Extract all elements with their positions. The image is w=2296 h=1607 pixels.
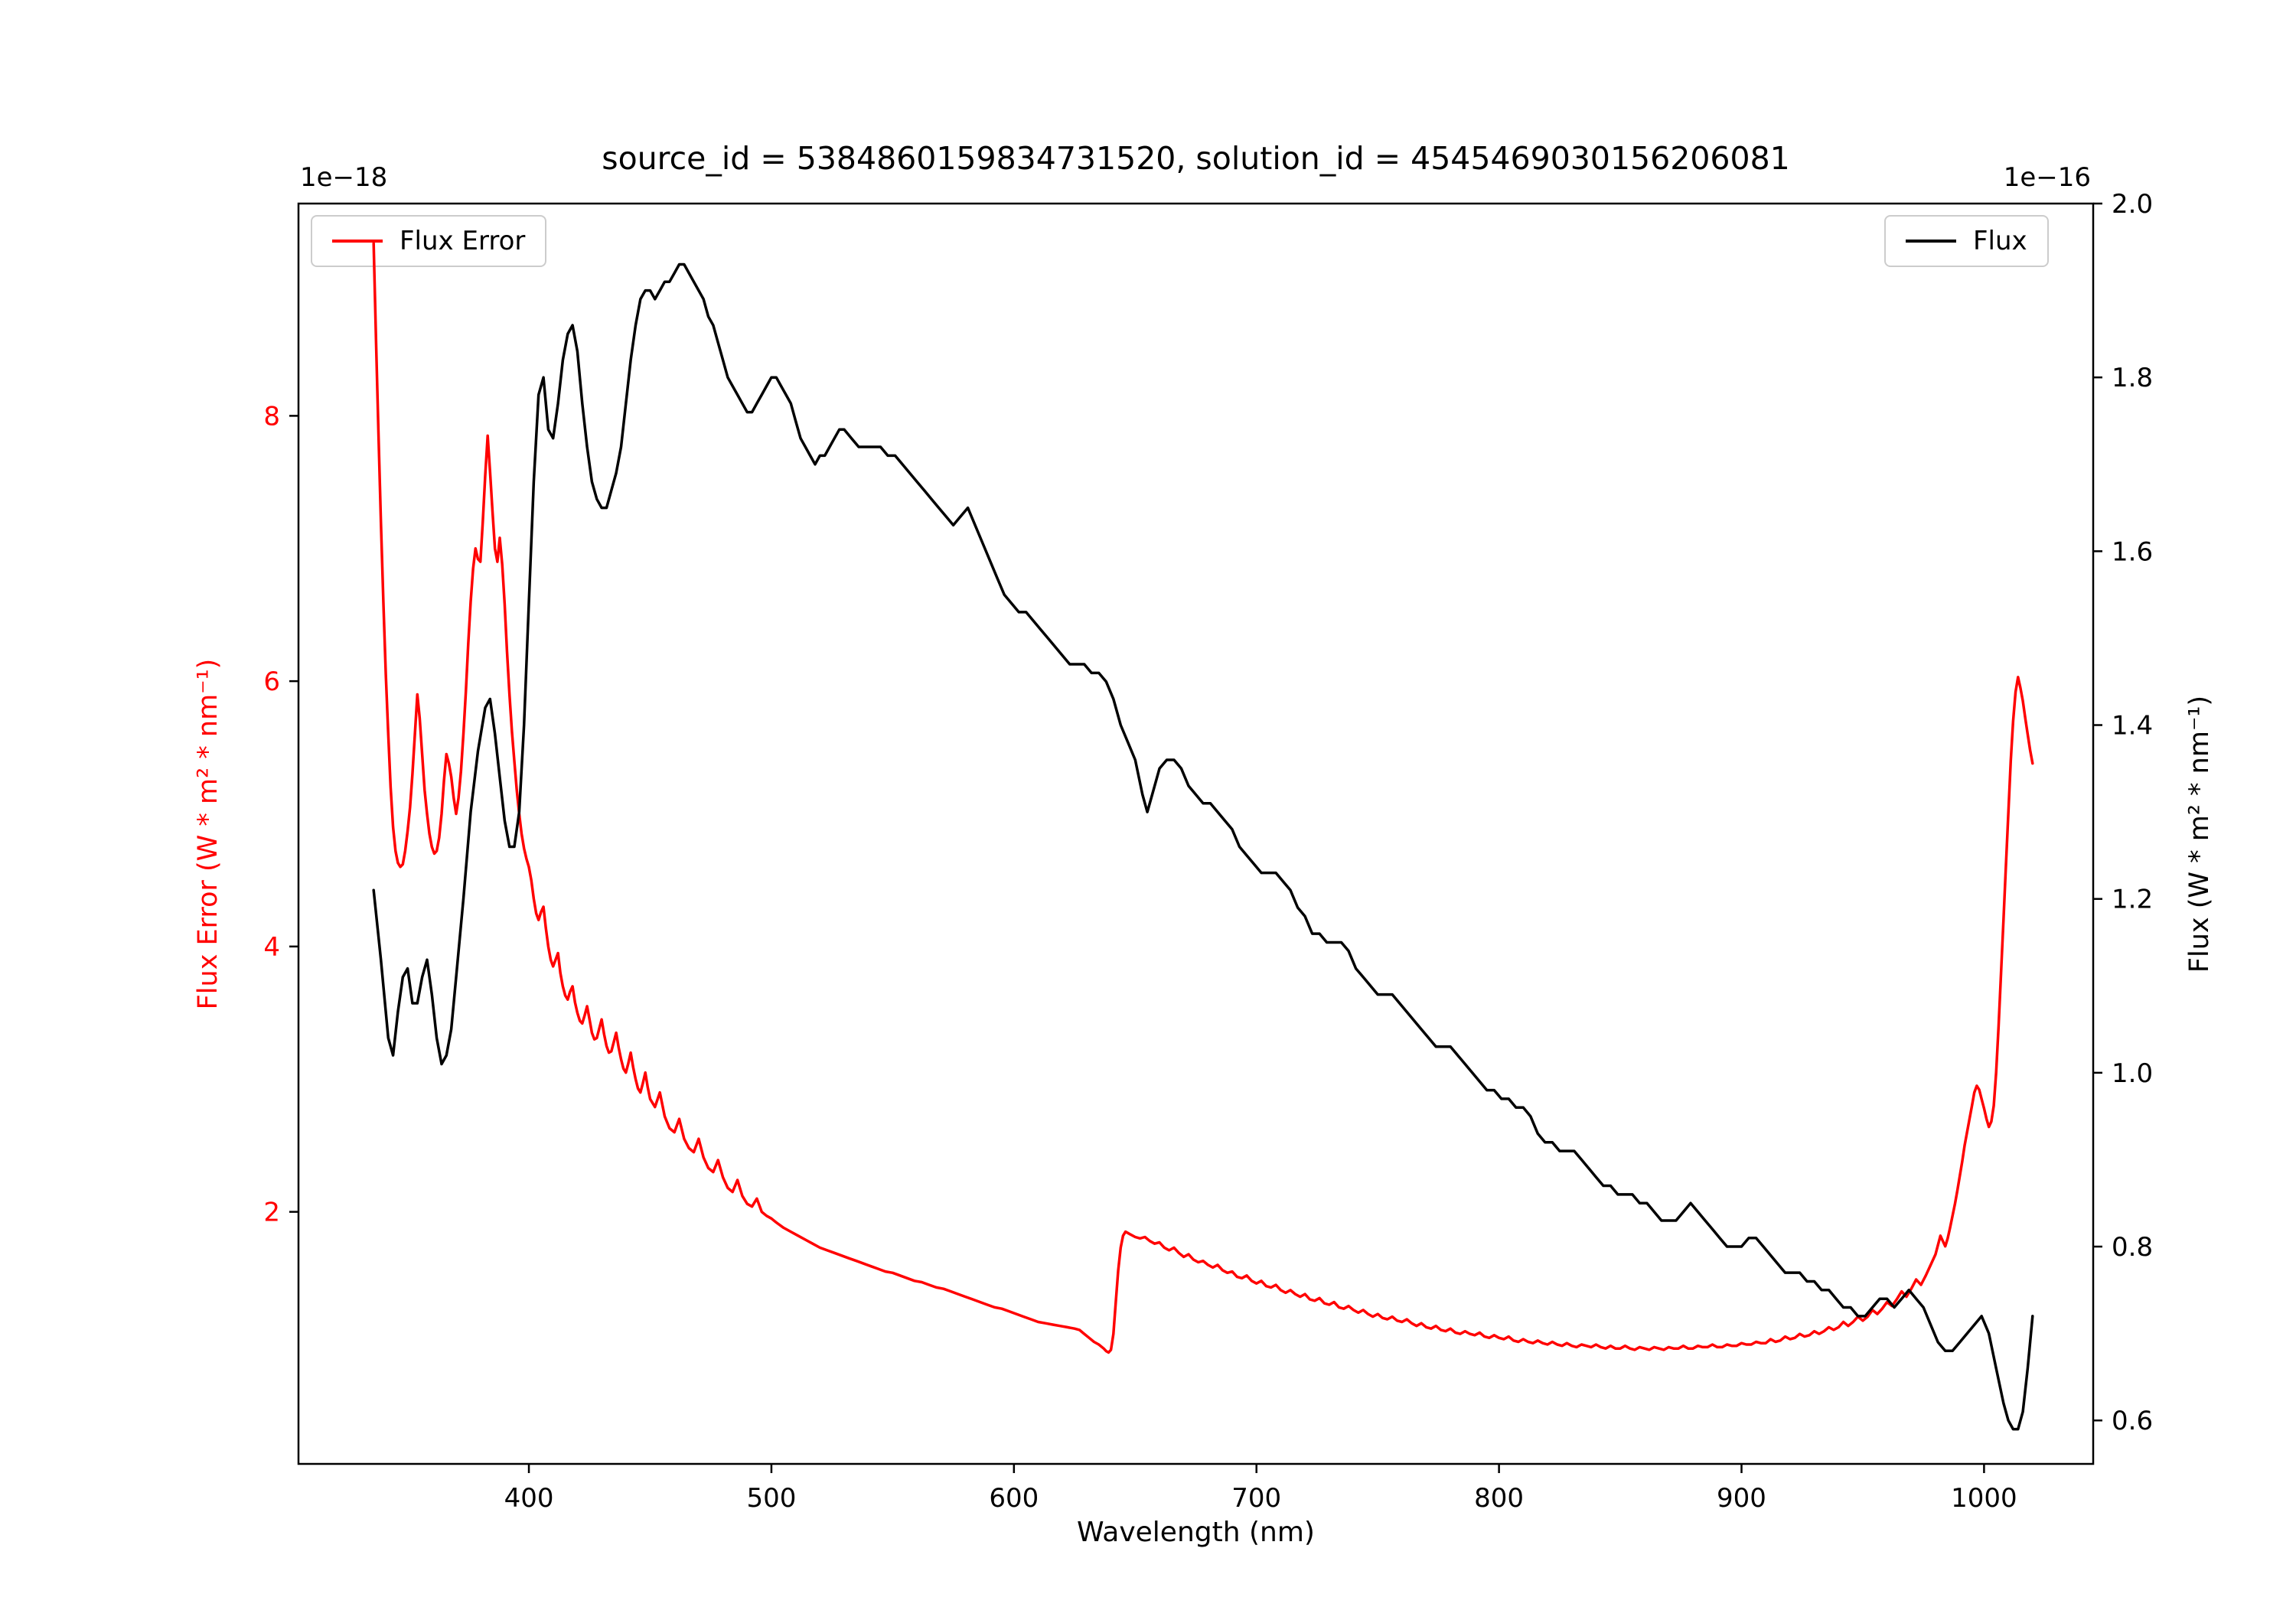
x-tick-label: 400	[504, 1483, 554, 1514]
x-tick-label: 700	[1231, 1483, 1281, 1514]
y-right-tick-label: 0.6	[2112, 1406, 2153, 1436]
flux-legend-line-icon	[1906, 240, 1956, 243]
y-right-tick-label: 1.0	[2112, 1058, 2153, 1089]
plot-title: source_id = 5384860159834731520, solutio…	[602, 140, 1790, 177]
y-right-tick-label: 1.4	[2112, 711, 2153, 742]
y-left-tick-label: 8	[263, 401, 280, 432]
x-tick-label: 900	[1717, 1483, 1766, 1514]
x-tick-label: 1000	[1951, 1483, 2017, 1514]
y-right-tick-label: 1.8	[2112, 363, 2153, 393]
flux-line	[372, 262, 2034, 1431]
legend-flux-error-label: Flux Error	[400, 226, 526, 256]
flux-error-legend-line-icon	[332, 240, 383, 243]
legend-flux-error: Flux Error	[311, 215, 547, 267]
x-tick-label: 800	[1474, 1483, 1524, 1514]
right-axis-offset-label: 1e−16	[2003, 162, 2091, 193]
legend-flux-label: Flux	[1973, 226, 2027, 256]
legend-flux: Flux	[1884, 215, 2049, 267]
left-axis-offset-label: 1e−18	[300, 162, 388, 193]
y-left-tick-label: 2	[263, 1198, 280, 1228]
x-tick-label: 500	[746, 1483, 796, 1514]
y-right-tick-label: 2.0	[2112, 189, 2153, 220]
y-right-tick-label: 1.6	[2112, 536, 2153, 567]
x-axis-label: Wavelength (nm)	[1077, 1517, 1315, 1548]
y-left-tick-label: 4	[263, 932, 280, 963]
plot-frame	[297, 202, 2095, 1465]
x-tick-label: 600	[989, 1483, 1039, 1514]
y-right-tick-label: 0.8	[2112, 1232, 2153, 1263]
y-left-tick-label: 6	[263, 667, 280, 697]
y-right-tick-label: 1.2	[2112, 885, 2153, 915]
flux-error-line	[372, 242, 2034, 1354]
